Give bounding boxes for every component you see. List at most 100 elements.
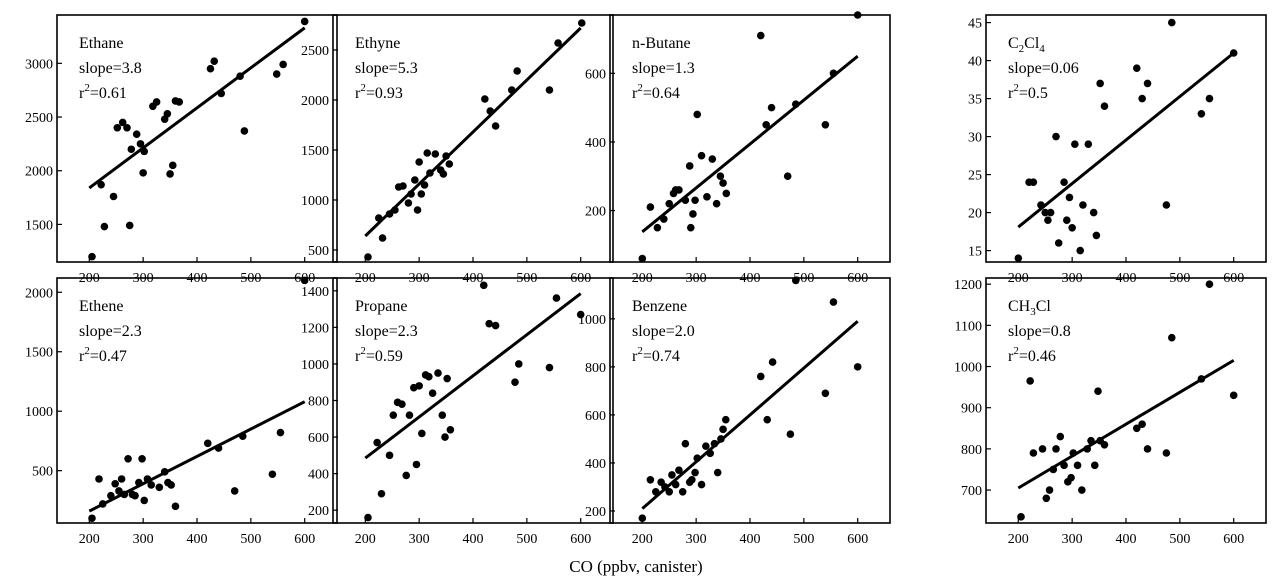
y-tick-label: 25: [968, 169, 982, 184]
data-point: [685, 162, 694, 170]
x-tick-label: 600: [294, 532, 315, 547]
data-point: [1045, 486, 1054, 494]
data-point: [767, 103, 776, 112]
data-point: [100, 222, 109, 231]
x-tick-label: 400: [740, 532, 761, 547]
data-point: [117, 475, 126, 483]
data-point: [415, 158, 423, 166]
y-tick-label: 1000: [578, 313, 606, 328]
data-point: [552, 294, 561, 302]
data-point: [1052, 445, 1060, 453]
data-point: [413, 206, 422, 214]
data-point: [373, 438, 381, 447]
data-point: [675, 466, 683, 474]
regression-line: [88, 26, 306, 190]
data-point: [152, 98, 161, 106]
x-tick-label: 400: [187, 532, 208, 547]
y-tick-label: 1200: [301, 321, 329, 336]
y-tick-label: 1000: [301, 358, 329, 373]
panel-7: 200 400 600 800 1000 200 300 400 500 600 Benzene sl…: [578, 276, 891, 547]
data-point: [1062, 216, 1071, 224]
data-point: [576, 310, 585, 319]
data-point: [420, 181, 429, 189]
data-point: [1067, 473, 1075, 482]
y-tick-label: 800: [308, 395, 329, 410]
regression-line: [1017, 359, 1235, 490]
data-point: [166, 170, 174, 178]
data-point: [1162, 449, 1171, 457]
x-tick-label: 300: [409, 532, 430, 547]
data-point: [514, 360, 523, 368]
data-point: [638, 514, 647, 522]
data-point: [1079, 201, 1087, 209]
data-point: [1092, 231, 1101, 240]
panel-frame: [56, 14, 338, 263]
slope-label: slope=5.3: [355, 60, 418, 77]
data-point: [783, 172, 792, 181]
data-point: [417, 190, 426, 198]
data-point: [1078, 486, 1086, 494]
y-tick-label: 200: [308, 504, 329, 519]
data-point: [691, 196, 699, 205]
panel-5: 500 1000 1500 2000 200 300 400 500 600 Ethene slop…: [25, 276, 338, 547]
regression-line: [364, 26, 582, 238]
data-point: [445, 160, 454, 168]
y-tick-label: 35: [968, 93, 982, 108]
data-point: [425, 372, 433, 381]
y-tick-label: 1200: [954, 278, 982, 293]
data-point: [1143, 445, 1152, 453]
x-tick-label: 500: [793, 532, 814, 547]
data-point: [230, 487, 239, 495]
data-point: [113, 123, 122, 132]
r2-label: r2=0.59: [355, 345, 403, 365]
data-point: [653, 223, 662, 232]
data-point: [762, 120, 770, 129]
data-point: [210, 57, 219, 65]
regression-line: [88, 400, 306, 513]
slope-label: slope=0.06: [1008, 60, 1079, 77]
data-point: [702, 442, 710, 450]
r2-label: r2=0.61: [79, 82, 127, 102]
data-point: [364, 253, 372, 261]
data-point: [491, 321, 500, 330]
data-point: [665, 199, 674, 208]
y-tick-label: 2500: [301, 44, 329, 59]
data-point: [853, 11, 862, 19]
y-tick-label: 2000: [25, 165, 53, 180]
x-tick-label: 300: [686, 532, 707, 547]
data-point: [279, 60, 287, 69]
data-point: [88, 252, 96, 261]
r2-label: r2=0.46: [1008, 345, 1056, 365]
y-tick-label: 500: [32, 465, 53, 480]
data-point: [719, 425, 727, 434]
data-point: [240, 127, 249, 135]
data-point: [402, 471, 411, 480]
y-tick-label: 1500: [301, 144, 329, 159]
data-point: [688, 475, 696, 484]
data-point: [109, 192, 118, 201]
data-point: [703, 193, 711, 201]
x-tick-label: 400: [1116, 532, 1137, 547]
data-point: [123, 123, 131, 132]
data-point: [1029, 449, 1038, 457]
panel-6: 200 400 600 800 1000 1200 1400 200 300 400 500 600 P…: [301, 277, 614, 547]
data-point: [675, 186, 683, 194]
data-point: [389, 411, 398, 419]
y-tick-label: 900: [961, 402, 982, 417]
species-label: n-Butane: [632, 35, 691, 52]
data-point: [554, 39, 562, 47]
slope-label: slope=3.8: [79, 60, 142, 77]
panel-8: 700 800 900 1000 1100 1200 200 300 400 500 600 CH3C…: [954, 277, 1267, 547]
data-point: [1071, 140, 1079, 148]
x-tick-label: 200: [79, 532, 100, 547]
r2-label: r2=0.47: [79, 345, 127, 365]
slope-label: slope=0.8: [1008, 323, 1071, 340]
slope-label: slope=2.3: [355, 323, 418, 340]
y-tick-label: 45: [968, 17, 982, 32]
data-point: [431, 150, 440, 158]
data-point: [708, 155, 717, 163]
data-point: [131, 491, 139, 500]
data-point: [206, 64, 215, 73]
y-tick-label: 1000: [301, 194, 329, 209]
regression-line: [641, 320, 859, 510]
